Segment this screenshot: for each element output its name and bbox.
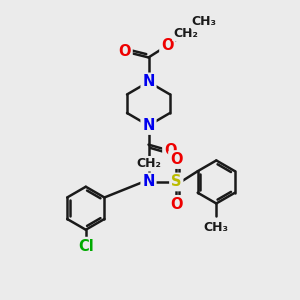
Text: O: O <box>118 44 131 59</box>
Text: N: N <box>142 175 155 190</box>
Text: CH₃: CH₃ <box>204 221 229 234</box>
Text: O: O <box>164 143 177 158</box>
Text: O: O <box>170 197 182 212</box>
Text: O: O <box>170 152 182 167</box>
Text: N: N <box>142 118 155 133</box>
Text: CH₂: CH₂ <box>136 157 161 170</box>
Text: Cl: Cl <box>78 239 94 254</box>
Text: CH₃: CH₃ <box>192 15 217 28</box>
Text: O: O <box>161 38 174 53</box>
Text: CH₂: CH₂ <box>173 27 198 40</box>
Text: N: N <box>142 74 155 89</box>
Text: S: S <box>171 175 181 190</box>
